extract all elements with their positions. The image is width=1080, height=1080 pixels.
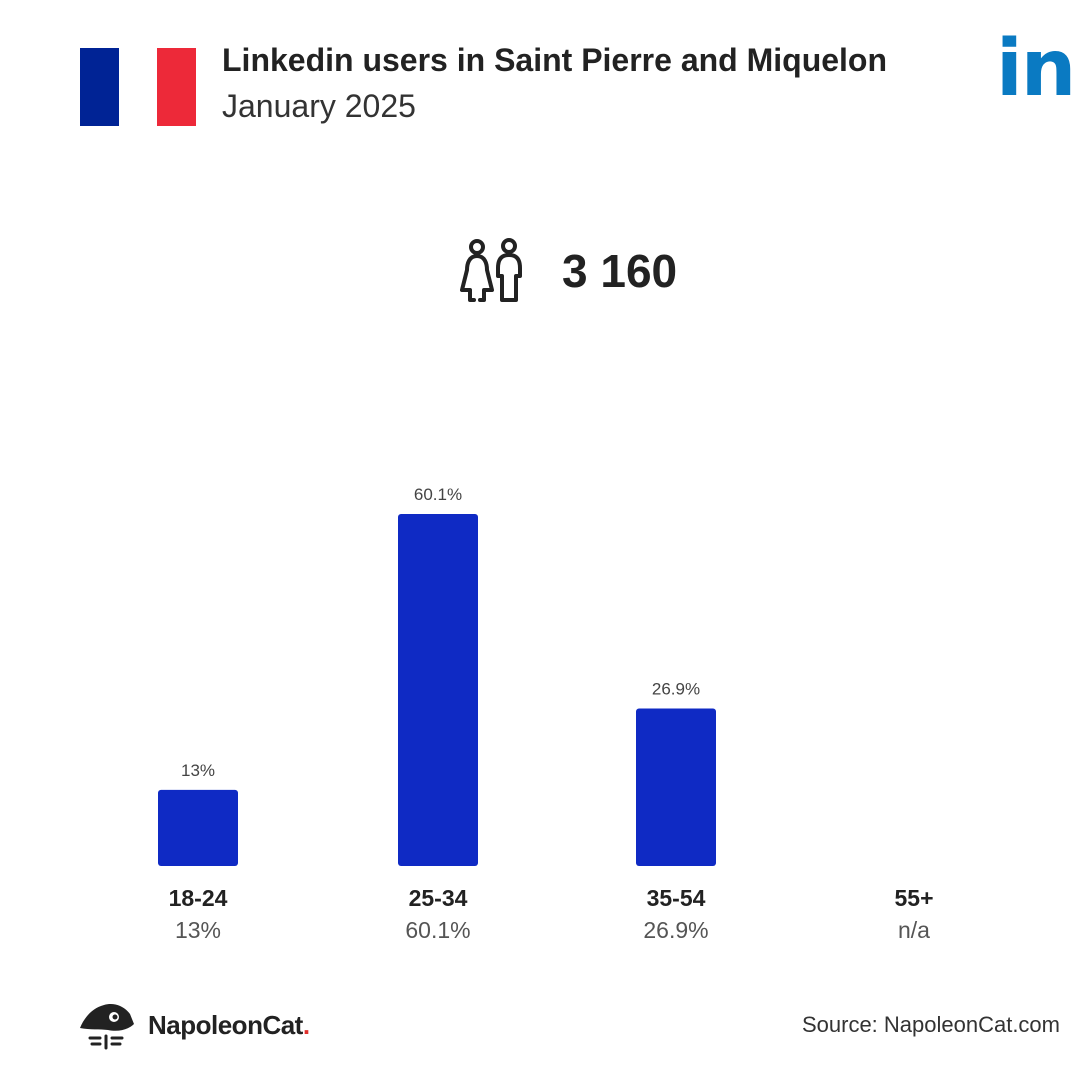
chart-subtitle: January 2025 [222, 88, 416, 124]
source-credit: Source: NapoleonCat.com [801, 1012, 1060, 1037]
footer-logo: NapoleonCat. [78, 1000, 310, 1050]
brand-dot: . [302, 1009, 310, 1040]
flag-stripe-blue [80, 48, 119, 126]
total-users: 3 160 [458, 236, 677, 306]
total-users-value: 3 160 [562, 245, 678, 297]
bar-35-54 [636, 708, 716, 866]
brand-name: NapoleonCat [148, 1009, 303, 1040]
linkedin-logo-icon: in [996, 24, 1076, 114]
bar-18-24 [158, 789, 238, 866]
category-label-55+: 55+ [894, 885, 933, 911]
data-label-25-34: 60.1% [414, 485, 462, 504]
chart-title: Linkedin users in Saint Pierre and Mique… [222, 42, 888, 78]
category-label-25-34: 25-34 [409, 885, 468, 911]
data-label-35-54: 26.9% [652, 679, 700, 698]
value-label-55+: n/a [898, 917, 930, 943]
napoleoncat-brand: NapoleonCat. [148, 1010, 310, 1041]
value-label-25-34: 60.1% [405, 917, 470, 943]
data-label-18-24: 13% [181, 761, 215, 780]
flag-stripe-red [157, 48, 197, 126]
flag-stripe-white [118, 48, 158, 126]
value-label-18-24: 13% [175, 917, 221, 943]
category-label-35-54: 35-54 [647, 885, 706, 911]
napoleoncat-logo-icon [80, 1004, 134, 1050]
category-label-18-24: 18-24 [169, 885, 228, 911]
bar-25-34 [398, 514, 478, 866]
france-flag-icon [80, 48, 197, 126]
users-couple-icon [460, 238, 522, 302]
value-label-35-54: 26.9% [643, 917, 708, 943]
